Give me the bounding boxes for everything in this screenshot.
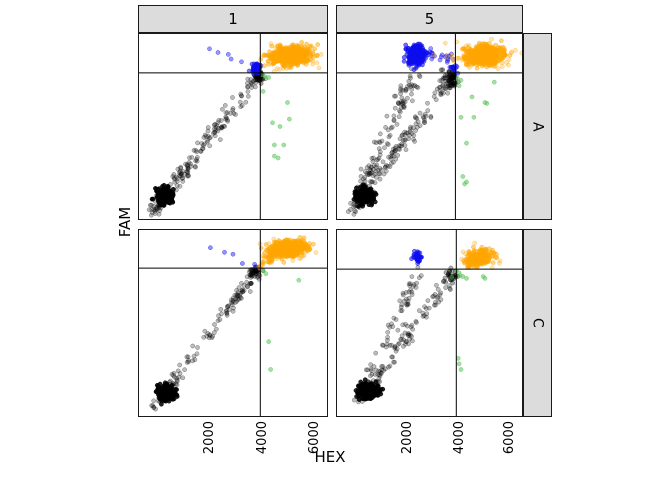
- facet-strip-column-5: 5: [336, 5, 523, 33]
- facet-strip-row-C: C: [523, 229, 552, 417]
- x-tick-label: 6000: [306, 421, 322, 455]
- x-tick-label: 2000: [399, 421, 415, 455]
- scatter-panel-5-C: [336, 229, 523, 417]
- facet-strip-label: C: [529, 318, 546, 328]
- facet-strip-column-1: 1: [138, 5, 328, 33]
- facet-strip-label: 5: [424, 10, 435, 28]
- x-axis-title: HEX: [314, 448, 346, 466]
- facet-strip-label: 1: [228, 10, 238, 28]
- scatter-panel-1-A: [138, 33, 328, 220]
- x-tick-label: 6000: [502, 421, 518, 455]
- facet-strip-label: A: [529, 121, 546, 132]
- scatter-panel-5-A: [336, 33, 523, 220]
- x-tick-label: 4000: [255, 421, 271, 455]
- x-tick-label: 4000: [451, 421, 467, 455]
- y-axis-title: FAM: [116, 206, 134, 238]
- x-tick-label: 2000: [202, 421, 218, 455]
- scatter-panel-1-C: [138, 229, 328, 417]
- facet-strip-row-A: A: [523, 33, 552, 220]
